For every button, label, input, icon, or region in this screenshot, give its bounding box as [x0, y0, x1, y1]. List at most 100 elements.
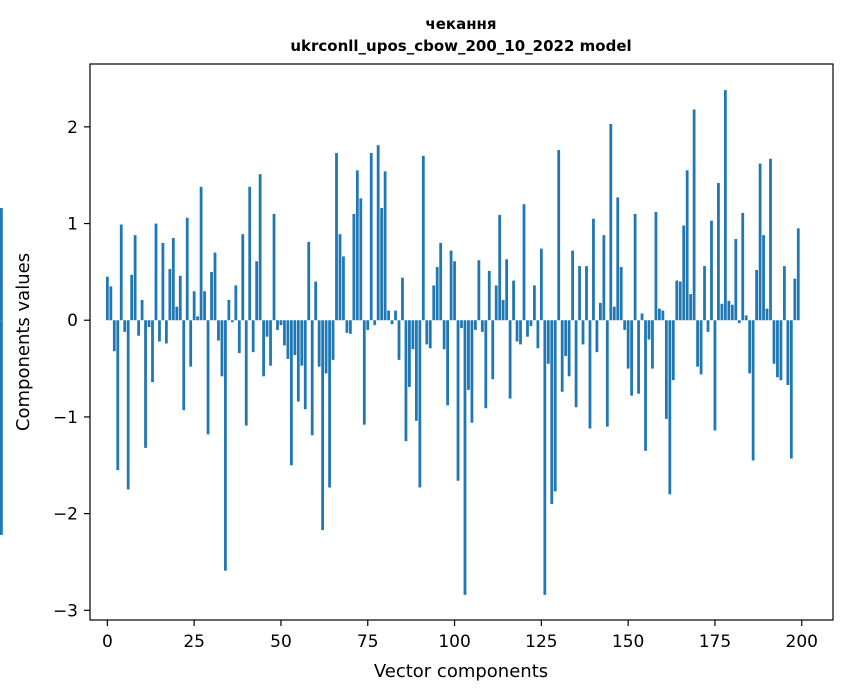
chart-title-line-1: чекання [425, 15, 496, 33]
bar-component-109 [484, 320, 488, 409]
bar-component-133 [567, 320, 571, 377]
bar-component-137 [581, 320, 585, 345]
bar-component-49 [276, 320, 279, 330]
bar-component-149 [623, 320, 627, 330]
bar-component-70 [349, 320, 352, 334]
bar-component-130 [557, 150, 561, 321]
bar-component-189 [762, 235, 765, 321]
bar-component-105 [470, 320, 474, 423]
bar-component-117 [512, 280, 515, 321]
bar-component-145 [609, 123, 613, 321]
bar-component-65 [331, 320, 335, 360]
bar-component-53 [289, 320, 293, 466]
bar-component-80 [383, 171, 387, 321]
bar-component-158 [654, 211, 658, 321]
bar-component-121 [526, 320, 529, 337]
plot-area-frame [89, 63, 834, 621]
bar-component-40 [244, 320, 248, 426]
bar-component-92 [425, 320, 429, 345]
bar-component-46 [265, 320, 269, 337]
bar-component-118 [515, 320, 519, 342]
bar-component-14 [154, 223, 158, 321]
bar-component-100 [453, 261, 456, 321]
bar-component-175 [713, 320, 717, 431]
bar-component-2 [112, 320, 116, 352]
bar-component-164 [675, 280, 679, 321]
bar-component-90 [418, 320, 422, 488]
bar-component-10 [140, 299, 144, 321]
bar-component-89 [414, 320, 418, 421]
bar-component-138 [585, 266, 588, 321]
bar-component-95 [435, 267, 439, 321]
bar-component-21 [178, 275, 182, 321]
bar-component-99 [449, 250, 453, 321]
bar-component-23 [185, 217, 189, 321]
x-tick-label: 200 [786, 632, 818, 652]
bar-component-162 [668, 320, 672, 495]
bar-component-183 [741, 212, 745, 321]
bar-component-55 [296, 320, 300, 402]
bar-component-11 [144, 320, 147, 448]
bar-component-67 [338, 234, 342, 321]
bar-component-191 [769, 158, 772, 321]
bar-component-34 [224, 320, 227, 571]
bar-component-81 [387, 310, 390, 321]
x-tick-label: 75 [357, 632, 379, 652]
bar-component-176 [717, 182, 720, 321]
bar-component-172 [703, 266, 706, 321]
bar-component-45 [262, 320, 265, 377]
bar-component-104 [467, 320, 470, 390]
y-tick-label: 1 [67, 215, 78, 235]
bar-component-101 [456, 320, 460, 481]
bar-component-159 [658, 308, 661, 321]
bar-component-47 [269, 320, 272, 366]
bar-component-83 [394, 310, 397, 321]
y-tick-label: −2 [53, 505, 78, 525]
bar-component-113 [498, 214, 502, 321]
bar-component-154 [640, 313, 644, 321]
bar-component-86 [404, 320, 408, 442]
bar-component-59 [310, 320, 314, 436]
bar-component-169 [692, 109, 696, 321]
bar-component-148 [619, 267, 623, 321]
y-tick-label: 0 [67, 311, 78, 331]
bar-component-124 [536, 320, 540, 349]
bar-component-25 [192, 291, 196, 321]
bar-component-28 [203, 291, 206, 321]
bar-component-107 [477, 260, 481, 321]
bar-component-42 [251, 320, 255, 353]
bar-component-156 [647, 320, 651, 340]
bar-component-94 [432, 285, 436, 321]
bar-component-6 [126, 320, 130, 490]
bar-component-71 [352, 213, 356, 321]
bar-component-75 [366, 320, 370, 330]
bar-component-179 [727, 300, 731, 321]
bar-component-182 [737, 320, 741, 324]
bar-component-24 [189, 320, 193, 367]
bar-component-129 [553, 320, 557, 492]
bar-component-41 [248, 186, 252, 321]
bar-component-111 [491, 320, 495, 380]
bar-component-0 [105, 276, 109, 321]
bar-component-4 [119, 224, 123, 321]
bar-component-77 [373, 320, 377, 326]
bar-component-30 [210, 271, 213, 321]
x-tick-label: 175 [699, 632, 731, 652]
bar-component-3 [116, 320, 120, 471]
bar-component-140 [592, 218, 595, 321]
bar-component-78 [376, 145, 380, 321]
bar-component-19 [171, 238, 175, 321]
bar-component-157 [651, 320, 654, 369]
x-tick-label: 150 [612, 632, 644, 652]
bar-component-192 [772, 320, 776, 364]
bar-component-180 [730, 304, 734, 321]
bar-component-166 [682, 225, 686, 321]
bars-group [0, 90, 800, 595]
bar-component-undefined [0, 320, 3, 535]
bar-component-103 [463, 320, 467, 595]
bar-component-48 [272, 213, 276, 321]
bar-component-190 [765, 308, 769, 321]
x-tick-label: 125 [525, 632, 557, 652]
x-tick-label: 100 [438, 632, 470, 652]
